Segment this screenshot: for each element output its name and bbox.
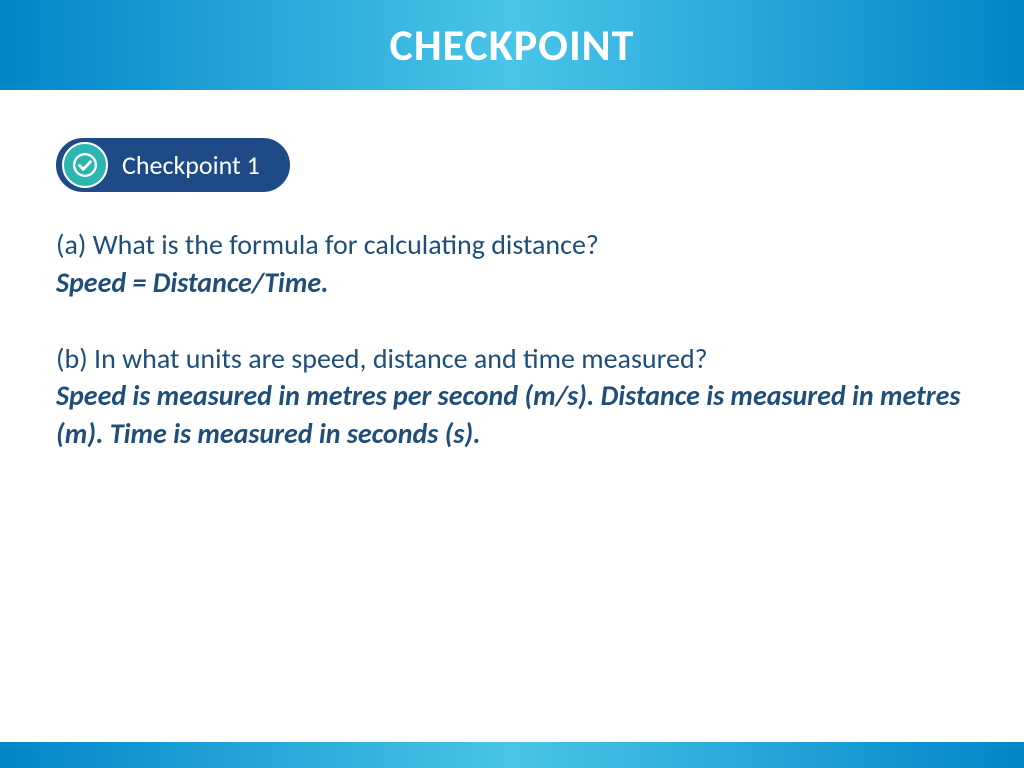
- answer-b: Speed is measured in metres per second (…: [56, 377, 968, 453]
- footer-banner: [0, 742, 1024, 768]
- answer-a: Speed = Distance/Time.: [56, 264, 968, 302]
- badge-label: Checkpoint 1: [122, 149, 260, 181]
- question-a: (a) What is the formula for calculating …: [56, 226, 968, 264]
- spacer: [56, 302, 968, 340]
- check-circle-icon: [62, 142, 108, 188]
- content-area: Checkpoint 1 (a) What is the formula for…: [0, 90, 1024, 453]
- page-title: CHECKPOINT: [390, 18, 635, 72]
- qa-block: (a) What is the formula for calculating …: [56, 226, 968, 453]
- header-banner: CHECKPOINT: [0, 0, 1024, 90]
- checkpoint-badge: Checkpoint 1: [56, 138, 290, 192]
- question-b: (b) In what units are speed, distance an…: [56, 340, 968, 378]
